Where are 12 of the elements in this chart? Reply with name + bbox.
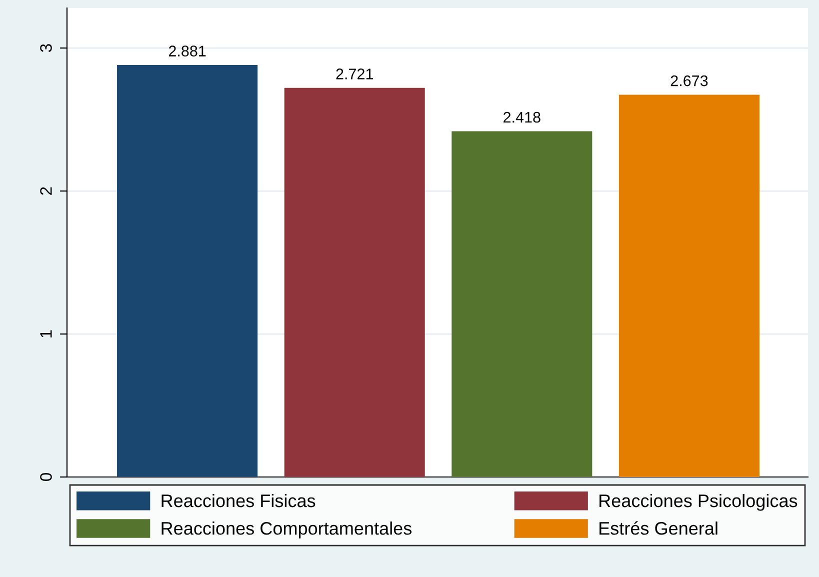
y-tick-label: 0 bbox=[40, 473, 52, 481]
legend-label: Reacciones Comportamentales bbox=[162, 522, 412, 538]
y-tick-label: 3 bbox=[40, 44, 52, 52]
legend-label: Reacciones Psicologicas bbox=[600, 494, 798, 511]
legend-label: Estrés General bbox=[600, 521, 718, 535]
y-tick-label: 1 bbox=[40, 330, 52, 338]
legend-label: Reacciones Fisicas bbox=[162, 494, 316, 508]
data-label: 2.673 bbox=[670, 75, 708, 86]
data-label: 2.721 bbox=[336, 68, 373, 80]
data-label: 2.881 bbox=[168, 46, 206, 56]
data-label: 2.418 bbox=[504, 112, 540, 123]
y-tick-label: 2 bbox=[40, 187, 52, 195]
